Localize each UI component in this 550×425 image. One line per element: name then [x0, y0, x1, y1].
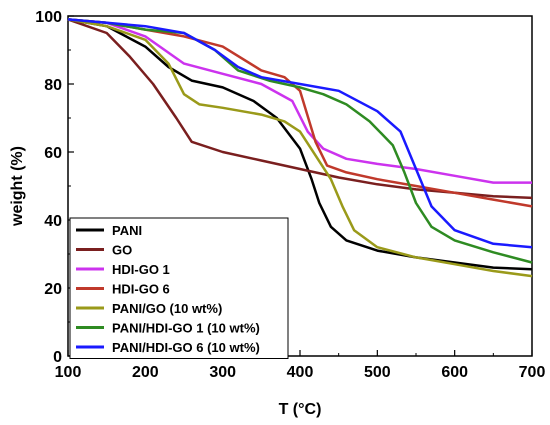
- x-axis-ticks: 100 200 300 400 500 600 700: [55, 350, 546, 381]
- legend-label-0: PANI: [112, 223, 142, 238]
- y-tick-label: 60: [44, 145, 62, 162]
- plot-area: 100 200 300 400 500 600 700 0 20 40 60 80 100: [35, 9, 545, 381]
- legend-label-3: HDI-GO 6: [112, 282, 170, 297]
- series-line-3: [67, 18, 533, 208]
- y-tick-label: 20: [44, 281, 62, 298]
- series-line-1: [67, 18, 533, 200]
- x-tick-label: 200: [132, 364, 159, 381]
- y-tick-label: 40: [44, 213, 62, 230]
- y-tick-label: 0: [53, 349, 62, 366]
- legend-box: [69, 217, 289, 359]
- legend-label-1: GO: [112, 243, 132, 258]
- x-tick-label: 500: [364, 364, 391, 381]
- x-tick-label: 300: [209, 364, 236, 381]
- y-tick-label: 80: [44, 77, 62, 94]
- x-axis-title: T (°C): [279, 401, 322, 418]
- x-tick-label: 700: [519, 364, 546, 381]
- y-tick-label: 100: [35, 9, 62, 26]
- x-tick-label: 600: [441, 364, 468, 381]
- legend-label-5: PANI/HDI-GO 1 (10 wt%): [112, 321, 260, 336]
- series-line-6: [67, 18, 533, 249]
- y-axis-ticks: 0 20 40 60 80 100: [35, 9, 74, 366]
- y-axis-title: weight (%): [9, 146, 26, 227]
- x-tick-label: 400: [287, 364, 314, 381]
- legend: PANI GO HDI-GO 1 HDI-GO 6 PANI/GO (10 wt%) PA…: [69, 217, 289, 359]
- series-line-4: [67, 18, 533, 278]
- legend-label-6: PANI/HDI-GO 6 (10 wt%): [112, 340, 260, 355]
- series-line-2: [67, 18, 532, 184]
- series-lines: [67, 18, 533, 278]
- x-tick-label: 100: [55, 364, 82, 381]
- legend-label-4: PANI/GO (10 wt%): [112, 301, 222, 316]
- legend-label-2: HDI-GO 1: [112, 262, 170, 277]
